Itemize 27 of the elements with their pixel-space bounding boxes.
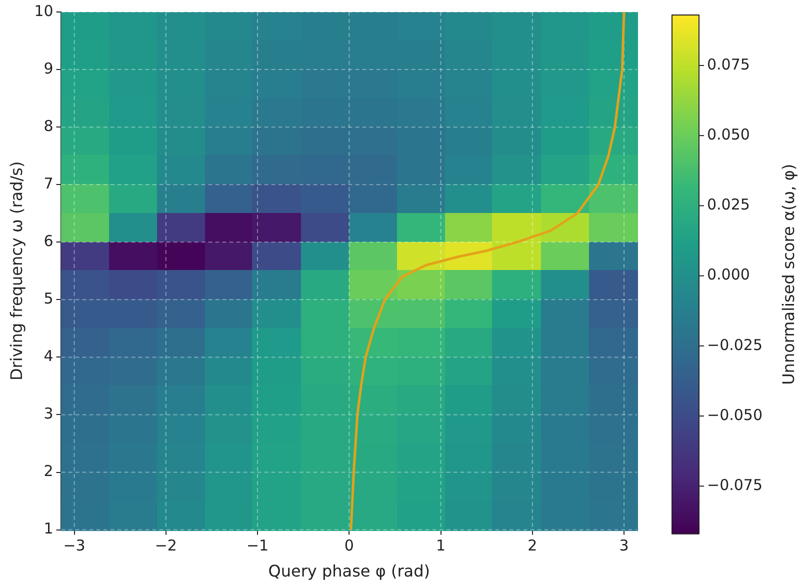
y-tick-label: 4 bbox=[44, 347, 54, 366]
y-tick-label: 5 bbox=[44, 290, 54, 308]
x-tick-label: −2 bbox=[154, 536, 177, 555]
color-bar-label: −0.050 bbox=[707, 406, 763, 424]
x-tick-label: 3 bbox=[619, 536, 629, 555]
color-bar-label: 0.025 bbox=[707, 196, 750, 214]
y-tick-label: 6 bbox=[44, 232, 54, 250]
x-tick-label: −1 bbox=[246, 536, 269, 555]
x-tick-label: 1 bbox=[436, 536, 446, 555]
color-bar-label: 0.075 bbox=[707, 55, 750, 74]
x-tick-label: 2 bbox=[528, 536, 538, 555]
color-bar-label: −0.025 bbox=[707, 336, 763, 354]
y-tick-label: 10 bbox=[34, 2, 54, 20]
y-tick-label: 3 bbox=[44, 404, 54, 423]
x-tick-label: −3 bbox=[63, 536, 86, 555]
color-bar-label: 0.050 bbox=[707, 125, 750, 144]
y-tick-label: 7 bbox=[44, 174, 54, 192]
x-tick-label: 0 bbox=[344, 536, 354, 555]
color-bar-title: Unnormalised score α(ω, φ) bbox=[779, 164, 798, 385]
y-tick-label: 2 bbox=[44, 462, 54, 480]
color-bar-label: 0.000 bbox=[707, 266, 750, 284]
y-tick-label: 9 bbox=[44, 59, 54, 78]
y-tick-label: 8 bbox=[44, 116, 54, 135]
y-tick-label: 1 bbox=[44, 520, 54, 538]
x-axis-title: Query phase φ (rad) bbox=[268, 562, 430, 581]
y-axis-title: Driving frequency ω (rad/s) bbox=[6, 161, 26, 381]
color-bar-label: −0.075 bbox=[707, 476, 763, 494]
